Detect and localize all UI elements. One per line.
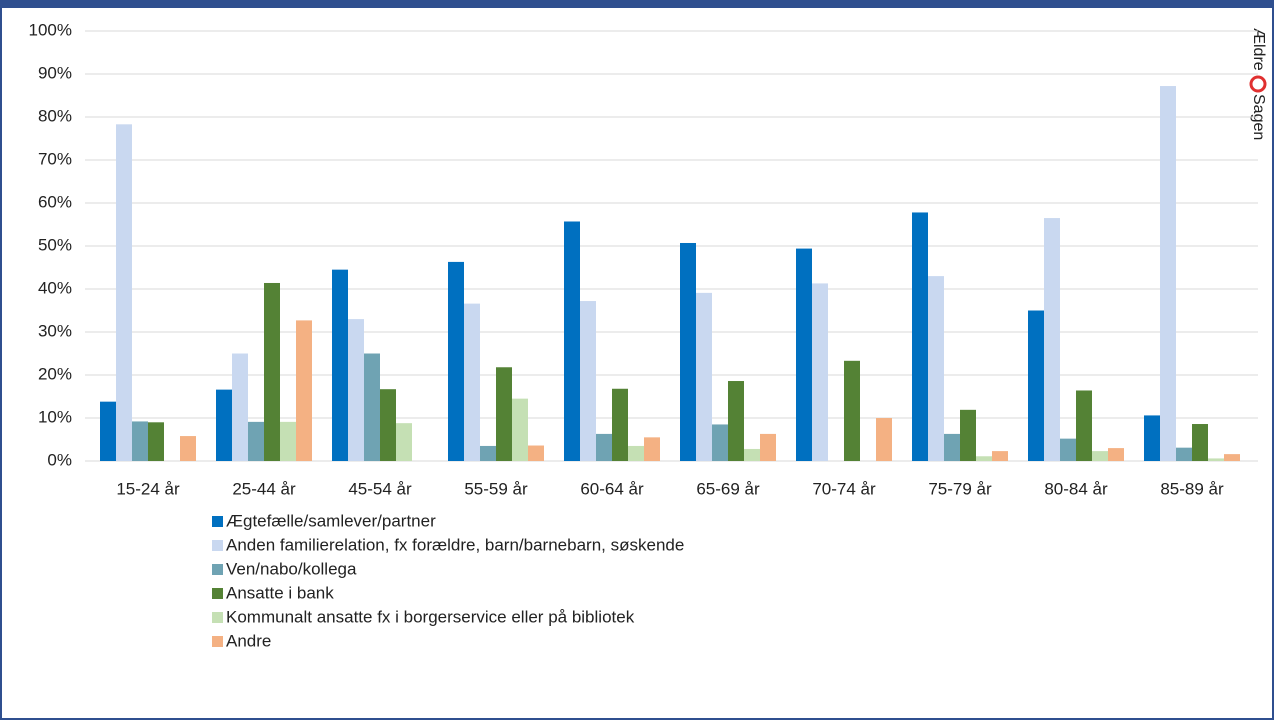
- bar: [1044, 218, 1060, 461]
- bar: [1208, 458, 1224, 461]
- bar: [928, 276, 944, 461]
- y-tick-label: 20%: [38, 364, 72, 383]
- legend-label: Andre: [226, 631, 271, 650]
- bar: [216, 389, 232, 461]
- logo-icon: [1249, 75, 1267, 93]
- bar: [116, 124, 132, 461]
- y-tick-label: 90%: [38, 63, 72, 82]
- bar: [148, 422, 164, 461]
- x-tick-label: 60-64 år: [580, 479, 644, 498]
- bar: [396, 423, 412, 461]
- bar: [628, 445, 644, 461]
- bar: [876, 418, 892, 461]
- legend-swatch: [212, 516, 223, 527]
- y-tick-label: 100%: [29, 20, 72, 39]
- y-tick-label: 0%: [47, 450, 72, 469]
- bar: [232, 353, 248, 461]
- bar: [280, 421, 296, 461]
- bar: [180, 436, 196, 461]
- bar: [1092, 451, 1108, 461]
- x-tick-label: 85-89 år: [1160, 479, 1224, 498]
- bar: [612, 388, 628, 461]
- y-tick-label: 50%: [38, 235, 72, 254]
- x-tick-label: 45-54 år: [348, 479, 412, 498]
- y-tick-label: 10%: [38, 407, 72, 426]
- bar: [596, 433, 612, 461]
- bar: [1076, 390, 1092, 461]
- bar: [296, 320, 312, 461]
- x-tick-label: 70-74 år: [812, 479, 876, 498]
- legend-label: Anden familierelation, fx forældre, barn…: [226, 535, 684, 554]
- bar: [1144, 415, 1160, 461]
- legend-swatch: [212, 540, 223, 551]
- bar: [992, 451, 1008, 461]
- logo: Ældre Sagen: [1249, 28, 1267, 140]
- y-tick-label: 60%: [38, 192, 72, 211]
- bar: [364, 353, 380, 461]
- y-tick-label: 30%: [38, 321, 72, 340]
- legend-swatch: [212, 564, 223, 575]
- bar: [760, 433, 776, 461]
- bar: [564, 221, 580, 461]
- bar: [1192, 424, 1208, 461]
- legend-label: Ægtefælle/samlever/partner: [226, 511, 436, 530]
- bar: [680, 242, 696, 461]
- top-bar: [0, 0, 1274, 8]
- bar: [264, 282, 280, 461]
- bar: [248, 421, 264, 461]
- bar: [528, 445, 544, 461]
- bar: [1176, 447, 1192, 461]
- logo-text: Sagen: [1250, 94, 1267, 140]
- bar: [1224, 454, 1240, 461]
- bar: [796, 248, 812, 461]
- bar: [1160, 86, 1176, 461]
- x-tick-label: 55-59 år: [464, 479, 528, 498]
- x-tick-label: 25-44 år: [232, 479, 296, 498]
- bar: [644, 437, 660, 461]
- bar: [1108, 448, 1124, 461]
- bar: [728, 381, 744, 461]
- legend-swatch: [212, 588, 223, 599]
- bar: [960, 409, 976, 461]
- legend-swatch: [212, 636, 223, 647]
- bar: [976, 456, 992, 461]
- legend-swatch: [212, 612, 223, 623]
- bar: [332, 269, 348, 461]
- bar: [1060, 438, 1076, 461]
- bar: [380, 389, 396, 461]
- bar: [1028, 310, 1044, 461]
- bar: [496, 367, 512, 461]
- bar: [944, 433, 960, 461]
- x-tick-label: 75-79 år: [928, 479, 992, 498]
- bar: [464, 303, 480, 461]
- legend-label: Ansatte i bank: [226, 583, 334, 602]
- legend-label: Ven/nabo/kollega: [226, 559, 357, 578]
- legend-label: Kommunalt ansatte fx i borgerservice ell…: [226, 607, 635, 626]
- bar: [812, 283, 828, 461]
- bar: [348, 319, 364, 461]
- bar: [480, 445, 496, 461]
- bar: [448, 261, 464, 461]
- bar: [712, 424, 728, 461]
- bar: [744, 448, 760, 461]
- bar: [132, 421, 148, 461]
- bar: [696, 292, 712, 461]
- bar: [844, 360, 860, 461]
- y-tick-label: 80%: [38, 106, 72, 125]
- y-tick-label: 40%: [38, 278, 72, 297]
- bar: [100, 401, 116, 461]
- x-tick-label: 15-24 år: [116, 479, 180, 498]
- y-tick-label: 70%: [38, 149, 72, 168]
- x-tick-label: 65-69 år: [696, 479, 760, 498]
- x-tick-label: 80-84 år: [1044, 479, 1108, 498]
- logo-text: Ældre: [1250, 28, 1267, 71]
- bar: [580, 301, 596, 461]
- bar: [512, 398, 528, 461]
- bar: [912, 212, 928, 461]
